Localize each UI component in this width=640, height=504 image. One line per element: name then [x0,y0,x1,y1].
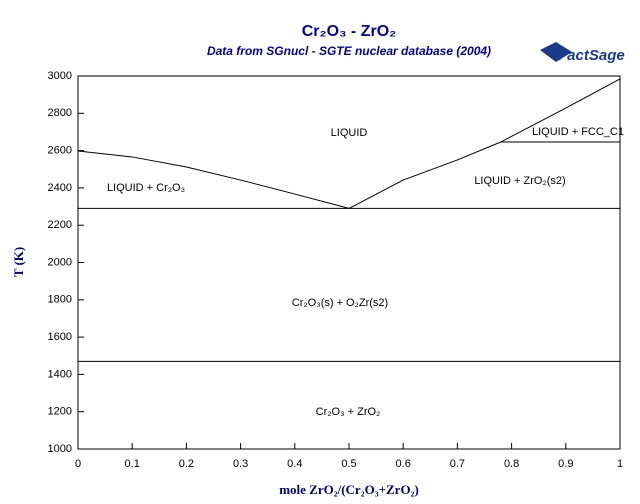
x-tick-label: 0.5 [341,458,356,470]
x-tick-label: 0 [75,458,81,470]
y-tick-label: 2200 [48,219,72,231]
x-tick-label: 0.9 [558,458,573,470]
y-tick-label: 2000 [48,256,72,268]
y-tick-label: 1800 [48,294,72,306]
y-tick-label: 1400 [48,368,72,380]
logo-shape [540,42,572,62]
region-label: Cr₂O₃(s) + O₂Zr(s2) [292,297,388,309]
x-tick-label: 1 [617,458,623,470]
x-tick-label: 0.6 [396,458,411,470]
region-label: LIQUID [331,127,368,139]
x-tick-label: 0.2 [179,458,194,470]
x-axis-label: mole ZrO₂/(Cr₂O₃+ZrO₂) [279,482,419,497]
x-tick-label: 0.1 [125,458,140,470]
y-tick-label: 2400 [48,182,72,194]
y-tick-label: 3000 [48,70,72,82]
chart-subtitle: Data from SGnucl - SGTE nuclear database… [207,44,491,58]
region-label: Cr₂O₃ + ZrO₂ [316,406,381,418]
phase-boundary [348,78,621,209]
x-tick-label: 0.4 [287,458,302,470]
chart-title: Cr₂O₃ - ZrO₂ [302,23,397,40]
y-tick-label: 2600 [48,145,72,157]
y-tick-label: 1200 [48,406,72,418]
phase-boundary [77,150,350,209]
logo-text: FactSage [558,47,625,64]
region-label: LIQUID + ZrO₂(s2) [474,175,565,187]
y-tick-label: 1600 [48,331,72,343]
x-tick-label: 0.7 [450,458,465,470]
y-axis-label: T (K) [11,247,26,277]
y-tick-label: 2800 [48,107,72,119]
region-label: LIQUID + FCC_C1 [532,126,624,138]
x-tick-label: 0.3 [233,458,248,470]
x-tick-label: 0.8 [504,458,519,470]
region-label: LIQUID + Cr₂O₃ [107,182,185,194]
y-tick-label: 1000 [48,443,72,455]
logo: FactSage [540,42,625,64]
